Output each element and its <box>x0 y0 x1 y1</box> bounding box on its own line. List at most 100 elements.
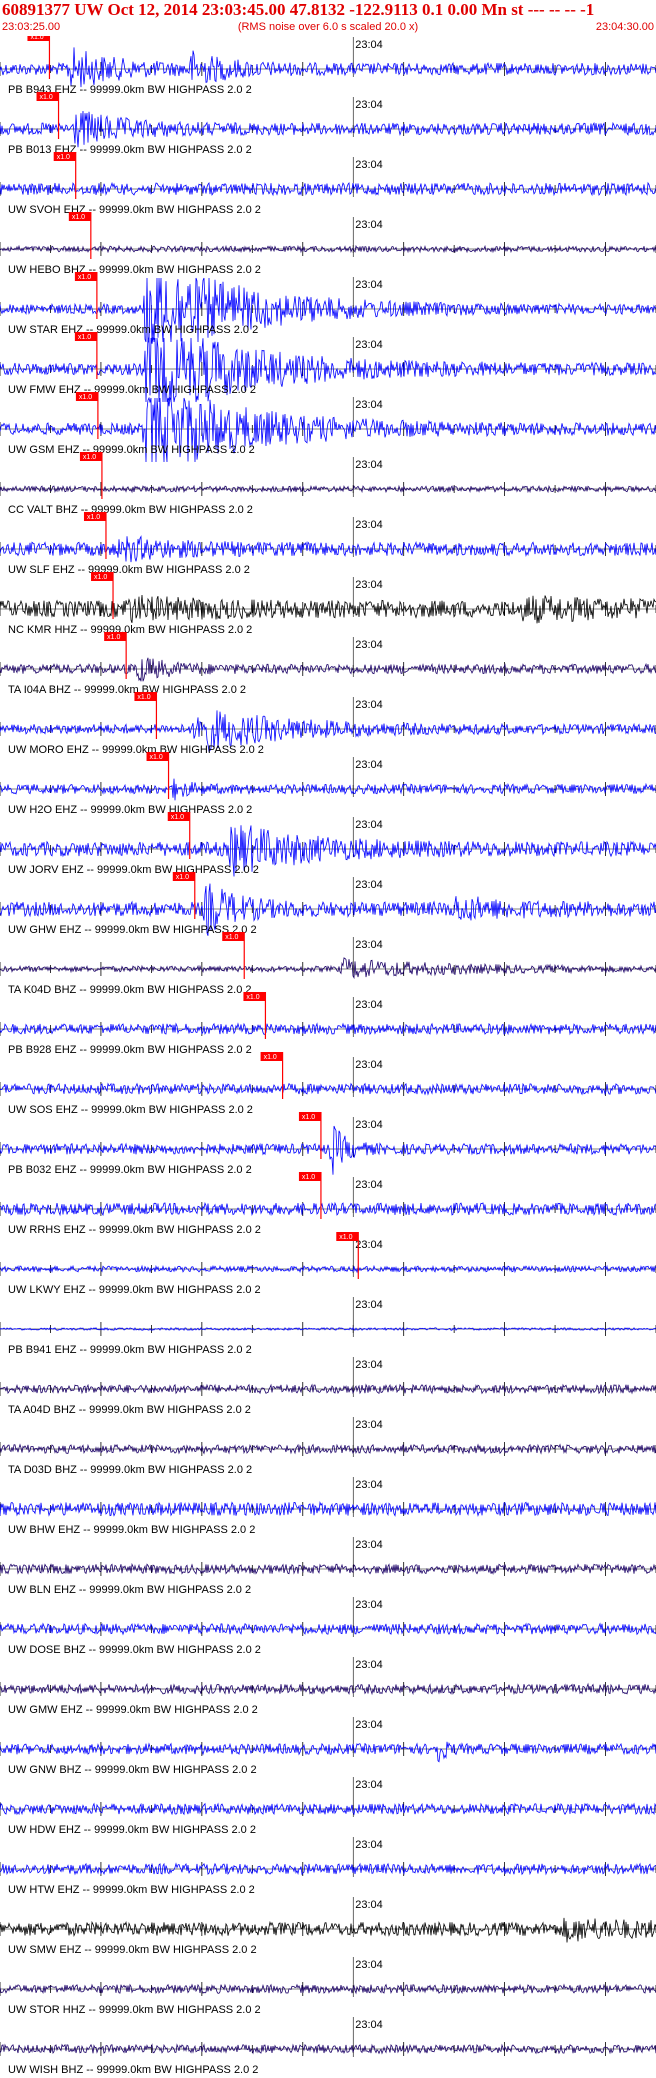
pick-flag <box>134 692 157 701</box>
station-label: CC VALT BHZ -- 99999.0km BW HIGHPASS 2.0… <box>8 504 253 516</box>
waveform <box>0 1562 656 1576</box>
waveform <box>0 1383 656 1395</box>
minute-mark-label: 23:04 <box>355 1599 383 1611</box>
station-label: UW FMW EHZ -- 99999.0km BW HIGHPASS 2.0 … <box>8 384 256 396</box>
trace-row: 23:04 UW DOSE BHZ -- 99999.0km BW HIGHPAS… <box>0 1597 656 1656</box>
pick-flag <box>104 632 127 641</box>
minute-mark-label: 23:04 <box>355 1659 383 1671</box>
waveform <box>0 1862 656 1876</box>
trace-row: 23:04 UW STOR HHZ -- 99999.0km BW HIGHPAS… <box>0 1957 656 2016</box>
minute-mark-label: 23:04 <box>355 1119 383 1131</box>
station-label: PB B928 EHZ -- 99999.0km BW HIGHPASS 2.0… <box>8 1044 252 1056</box>
pick-flag-label: x1.0 <box>72 214 85 221</box>
pick-flag-label: x1.0 <box>246 994 259 1001</box>
pick-flag-label: x1.0 <box>302 1114 315 1121</box>
station-label: TA A04D BHZ -- 99999.0km BW HIGHPASS 2.0… <box>8 1404 251 1416</box>
pick-flag-label: x1.0 <box>302 1174 315 1181</box>
minute-mark-label: 23:04 <box>355 339 383 351</box>
waveform <box>0 1201 656 1217</box>
waveform <box>0 2043 656 2055</box>
station-label: UW RRHS EHZ -- 99999.0km BW HIGHPASS 2.0… <box>8 1224 261 1236</box>
minute-mark-label: 23:04 <box>355 1539 383 1551</box>
trace-row: 23:04 x1.0 PB B943 EHZ -- 99999.0km BW HIG… <box>0 36 656 96</box>
station-label: UW BLN EHZ -- 99999.0km BW HIGHPASS 2.0 … <box>8 1584 251 1596</box>
waveform <box>0 883 656 936</box>
trace-row: 23:04 PB B941 EHZ -- 99999.0km BW HIGHPAS… <box>0 1297 656 1356</box>
minute-mark-label: 23:04 <box>355 1359 383 1371</box>
station-label: PB B941 EHZ -- 99999.0km BW HIGHPASS 2.0… <box>8 1344 252 1356</box>
station-label: UW SOS EHZ -- 99999.0km BW HIGHPASS 2.0 … <box>8 1104 253 1116</box>
station-label: TA D03D BHZ -- 99999.0km BW HIGHPASS 2.0… <box>8 1464 252 1476</box>
waveform <box>0 1622 656 1636</box>
minute-mark-label: 23:04 <box>355 1059 383 1071</box>
waveform <box>0 1443 656 1455</box>
pick-flag <box>74 272 97 281</box>
waveform <box>0 1682 656 1696</box>
station-label: UW GHW EHZ -- 99999.0km BW HIGHPASS 2.0 … <box>8 924 257 936</box>
event-title: 60891377 UW Oct 12, 2014 23:03:45.00 47.… <box>2 0 595 19</box>
pick-flag <box>75 392 98 401</box>
pick-flag-label: x1.0 <box>30 36 43 41</box>
pick-flag-label: x1.0 <box>57 154 70 161</box>
pick-flag <box>74 332 97 341</box>
trace-row: 23:04 UW HDW EHZ -- 99999.0km BW HIGHPASS… <box>0 1777 656 1836</box>
trace-row: 23:04 UW GMW EHZ -- 99999.0km BW HIGHPASS… <box>0 1657 656 1716</box>
station-label: UW GMW EHZ -- 99999.0km BW HIGHPASS 2.0 … <box>8 1704 258 1716</box>
waveform <box>0 1501 656 1518</box>
pick-flag <box>91 572 114 581</box>
minute-mark-label: 23:04 <box>355 699 383 711</box>
rms-subtitle: (RMS noise over 6.0 s scaled 20.0 x) <box>237 21 419 33</box>
trace-row: 23:04 x1.0 PB B928 EHZ -- 99999.0km BW HIG… <box>0 992 656 1056</box>
trace-row: 23:04 x1.0 UW SLF EHZ -- 99999.0km BW HIGH… <box>0 512 656 576</box>
pick-flag-label: x1.0 <box>339 1234 352 1241</box>
pick-flag-label: x1.0 <box>107 634 120 641</box>
station-label: TA K04D BHZ -- 99999.0km BW HIGHPASS 2.0… <box>8 984 252 996</box>
trace-row: 23:04 x1.0 CC VALT BHZ -- 99999.0km BW HIG… <box>0 452 656 516</box>
pick-flag <box>260 1052 283 1061</box>
waveform <box>0 244 656 254</box>
waveform <box>0 657 656 682</box>
waveform <box>0 1983 656 1995</box>
station-label: UW SVOH EHZ -- 99999.0km BW HIGHPASS 2.0… <box>8 204 261 216</box>
trace-row: 23:04 UW WISH BHZ -- 99999.0km BW HIGHPAS… <box>0 2017 656 2076</box>
pick-flag-label: x1.0 <box>79 394 92 401</box>
station-label: UW GNW BHZ -- 99999.0km BW HIGHPASS 2.0 … <box>8 1764 257 1776</box>
station-label: UW SLF EHZ -- 99999.0km BW HIGHPASS 2.0 … <box>8 564 250 576</box>
minute-mark-label: 23:04 <box>355 1419 383 1431</box>
waveform <box>0 336 656 403</box>
minute-mark-label: 23:04 <box>355 219 383 231</box>
pick-flag-label: x1.0 <box>78 334 91 341</box>
waveform <box>0 1082 656 1096</box>
pick-flag <box>53 152 76 161</box>
pick-flag-label: x1.0 <box>150 754 163 761</box>
trace-row: 23:04 x1.0 UW RRHS EHZ -- 99999.0km BW HIG… <box>0 1172 656 1236</box>
trace-row: 23:04 x1.0 UW SOS EHZ -- 99999.0km BW HIGH… <box>0 1052 656 1116</box>
pick-flag <box>172 872 195 881</box>
trace-row: 23:04 x1.0 UW SVOH EHZ -- 99999.0km BW HIG… <box>0 152 656 216</box>
seismogram-plot: 23:04 x1.0 PB B943 EHZ -- 99999.0km BW HIG… <box>0 36 656 2076</box>
trace-row: 23:04 UW SMW EHZ -- 99999.0km BW HIGHPASS… <box>0 1897 656 1956</box>
waveform <box>0 710 656 753</box>
pick-flag-label: x1.0 <box>94 574 107 581</box>
trace-row: 23:04 x1.0 UW MORO EHZ -- 99999.0km BW HIG… <box>0 692 656 756</box>
waveform <box>0 484 656 494</box>
waveform <box>0 47 656 88</box>
waveform <box>0 594 656 624</box>
trace-row: 23:04 x1.0 UW GHW EHZ -- 99999.0km BW HIGH… <box>0 872 656 936</box>
pick-flag <box>83 512 106 521</box>
trace-row: 23:04 x1.0 PB B013 EHZ -- 99999.0km BW HIG… <box>0 92 656 156</box>
station-label: UW MORO EHZ -- 99999.0km BW HIGHPASS 2.0… <box>8 744 264 756</box>
minute-mark-label: 23:04 <box>355 939 383 951</box>
waveform <box>0 1022 656 1036</box>
station-label: UW HDW EHZ -- 99999.0km BW HIGHPASS 2.0 … <box>8 1824 256 1836</box>
waveform <box>0 1125 656 1175</box>
pick-flag <box>336 1232 359 1241</box>
pick-flag-label: x1.0 <box>171 814 184 821</box>
pick-flag-label: x1.0 <box>225 934 238 941</box>
trace-row: 23:04 UW GNW BHZ -- 99999.0km BW HIGHPASS… <box>0 1717 656 1776</box>
pick-flag-label: x1.0 <box>83 454 96 461</box>
minute-mark-label: 23:04 <box>355 579 383 591</box>
trace-row: 23:04 x1.0 TA K04D BHZ -- 99999.0km BW HIG… <box>0 932 656 996</box>
pick-flag <box>146 752 169 761</box>
